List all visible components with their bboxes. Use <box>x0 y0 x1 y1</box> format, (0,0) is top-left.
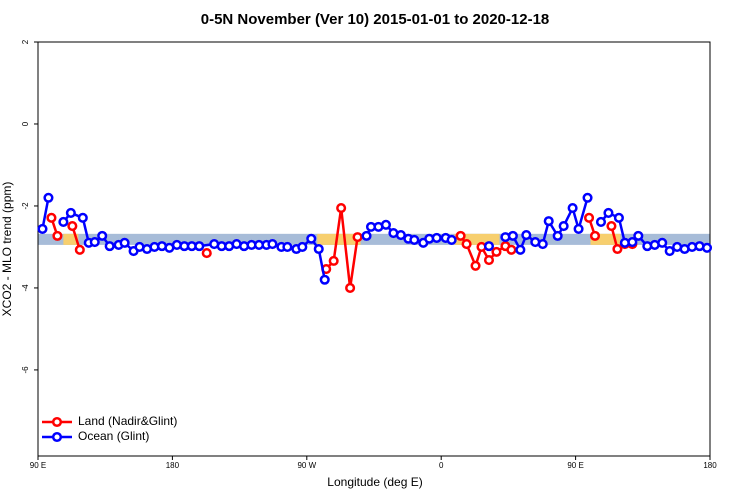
y-tick-label: -2 <box>21 202 30 210</box>
chart-title: 0-5N November (Ver 10) 2015-01-01 to 202… <box>201 11 550 28</box>
x-tick-label: 90 W <box>297 461 316 470</box>
x-tick-label: 90 E <box>30 461 46 470</box>
land-band <box>317 233 361 245</box>
y-tick-label: -6 <box>21 366 30 374</box>
x-tick-label: 180 <box>703 461 717 470</box>
data-point <box>657 237 668 248</box>
data-point <box>583 212 595 223</box>
data-point <box>483 255 495 266</box>
data-point <box>37 223 48 234</box>
data-point <box>633 230 644 241</box>
y-tick-label: -4 <box>21 284 30 292</box>
data-point <box>336 202 347 214</box>
data-point <box>567 202 578 214</box>
data-point <box>58 216 69 227</box>
data-point <box>446 234 457 246</box>
data-point <box>606 220 617 232</box>
data-point <box>297 241 308 253</box>
data-point <box>521 230 532 241</box>
data-point <box>537 239 548 250</box>
data-point <box>282 241 293 253</box>
data-point <box>543 216 554 227</box>
legend-label: Land (Nadir&Glint) <box>78 414 177 428</box>
data-point <box>52 230 63 241</box>
data-point <box>515 244 526 255</box>
data-point <box>483 241 495 252</box>
data-point <box>306 233 317 244</box>
y-axis-label: XCO2 - MLO trend (ppm) <box>0 182 14 317</box>
data-point <box>558 220 569 232</box>
data-point <box>361 230 372 241</box>
data-point <box>345 282 356 293</box>
data-point <box>67 220 78 232</box>
data-point <box>582 192 593 203</box>
data-point <box>409 234 420 246</box>
y-tick-label: 0 <box>21 121 30 126</box>
reference-band <box>38 233 710 245</box>
data-point <box>612 243 623 255</box>
land-band <box>454 233 500 245</box>
data-point <box>701 242 713 253</box>
legend-marker <box>51 431 63 443</box>
data-point <box>603 207 614 218</box>
data-point <box>194 241 205 252</box>
data-point <box>267 239 278 250</box>
x-axis-label: Longitude (deg E) <box>327 475 422 489</box>
data-point <box>89 236 100 248</box>
data-point <box>595 216 607 227</box>
data-point <box>431 232 442 243</box>
data-point <box>74 244 85 255</box>
data-point <box>65 207 76 218</box>
data-point <box>380 219 391 230</box>
land-band <box>63 233 79 245</box>
land-band <box>590 233 621 245</box>
data-point <box>461 239 472 250</box>
data-point <box>319 274 330 285</box>
data-point <box>627 236 638 248</box>
x-tick-label: 0 <box>439 461 444 470</box>
data-point <box>313 243 324 255</box>
data-point <box>613 212 624 223</box>
data-point <box>455 230 466 241</box>
legend-marker <box>51 416 63 428</box>
data-point <box>552 230 563 241</box>
data-point <box>491 246 502 257</box>
data-point <box>43 192 54 203</box>
data-point <box>77 212 88 223</box>
x-tick-label: 90 E <box>567 461 583 470</box>
data-point <box>395 230 406 241</box>
data-point <box>328 255 339 266</box>
data-point <box>46 212 57 223</box>
data-point <box>589 230 601 241</box>
data-point <box>352 232 363 243</box>
legend-label: Ocean (Glint) <box>78 429 149 443</box>
data-point <box>119 237 130 248</box>
data-point <box>664 245 675 257</box>
data-point <box>201 248 212 259</box>
data-point <box>97 230 108 241</box>
data-point <box>573 223 584 234</box>
data-point <box>507 230 518 241</box>
data-point <box>470 260 481 271</box>
y-tick-label: 2 <box>21 39 30 44</box>
data-point <box>104 241 115 252</box>
data-point <box>506 244 517 255</box>
x-tick-label: 180 <box>166 461 180 470</box>
